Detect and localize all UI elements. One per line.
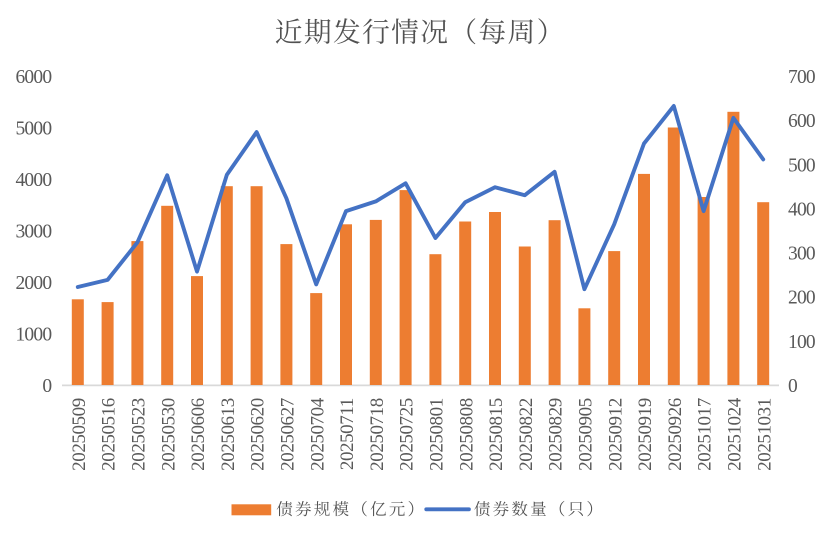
svg-text:700: 700 (788, 67, 815, 88)
svg-text:20250919: 20250919 (635, 398, 656, 471)
svg-text:20250905: 20250905 (576, 398, 597, 471)
svg-text:2000: 2000 (15, 273, 51, 294)
svg-text:5000: 5000 (15, 119, 51, 140)
svg-text:20250725: 20250725 (397, 398, 418, 471)
svg-text:0: 0 (42, 376, 51, 397)
svg-text:20250516: 20250516 (99, 398, 120, 471)
svg-text:20251031: 20251031 (754, 398, 775, 471)
svg-text:200: 200 (788, 288, 815, 309)
svg-text:20250801: 20250801 (427, 398, 448, 471)
svg-text:20250711: 20250711 (337, 398, 358, 470)
svg-text:20250822: 20250822 (516, 398, 537, 471)
svg-text:20250606: 20250606 (188, 398, 209, 471)
svg-text:3000: 3000 (15, 222, 51, 243)
svg-text:20250829: 20250829 (546, 398, 567, 471)
svg-text:0: 0 (788, 376, 797, 397)
svg-text:20250523: 20250523 (129, 398, 150, 471)
svg-text:20250620: 20250620 (248, 398, 269, 471)
svg-text:20250912: 20250912 (605, 398, 626, 471)
svg-text:20250808: 20250808 (456, 398, 477, 471)
svg-text:20250613: 20250613 (218, 398, 239, 471)
svg-text:20250704: 20250704 (307, 397, 328, 471)
svg-text:6000: 6000 (15, 67, 51, 88)
svg-text:1000: 1000 (15, 325, 51, 346)
svg-text:20250926: 20250926 (665, 398, 686, 471)
svg-text:300: 300 (788, 244, 815, 265)
svg-text:20250718: 20250718 (367, 398, 388, 471)
svg-text:20250815: 20250815 (486, 398, 507, 471)
svg-text:20251024: 20251024 (725, 397, 746, 471)
svg-text:20250627: 20250627 (278, 398, 299, 471)
svg-text:600: 600 (788, 111, 815, 132)
svg-text:400: 400 (788, 199, 815, 220)
svg-text:20250530: 20250530 (158, 398, 179, 471)
svg-text:4000: 4000 (15, 170, 51, 191)
svg-text:20251017: 20251017 (695, 398, 716, 471)
svg-text:500: 500 (788, 155, 815, 176)
svg-text:100: 100 (788, 332, 815, 353)
svg-text:20250509: 20250509 (69, 398, 90, 471)
